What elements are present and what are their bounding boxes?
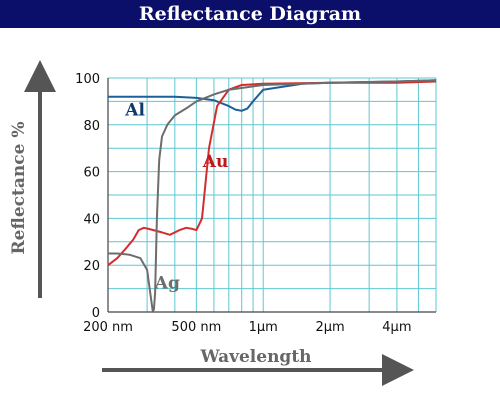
y-tick-label: 40 — [83, 212, 100, 227]
series-label-ag: Ag — [154, 274, 180, 294]
series-line-au — [107, 80, 437, 266]
y-tick-label: 60 — [83, 166, 100, 181]
x-tick-label: 1μm — [249, 320, 278, 335]
y-tick-label: 0 — [92, 306, 100, 321]
series-label-al: Al — [124, 100, 145, 120]
y-tick-label: 100 — [75, 72, 100, 87]
y-tick-label: 20 — [83, 259, 100, 274]
x-tick-label: 500 nm — [171, 320, 221, 335]
y-axis-label: Reflectance % — [9, 122, 29, 255]
y-tick-label: 80 — [83, 119, 100, 134]
chart-title: Reflectance Diagram — [0, 0, 500, 28]
x-tick-label: 200 nm — [83, 320, 133, 335]
x-axis-label: Wavelength — [199, 347, 311, 367]
series-label-au: Au — [202, 152, 229, 172]
x-tick-label: 4μm — [382, 320, 411, 335]
series-line-ag — [108, 79, 437, 312]
x-tick-label: 2μm — [315, 320, 344, 335]
